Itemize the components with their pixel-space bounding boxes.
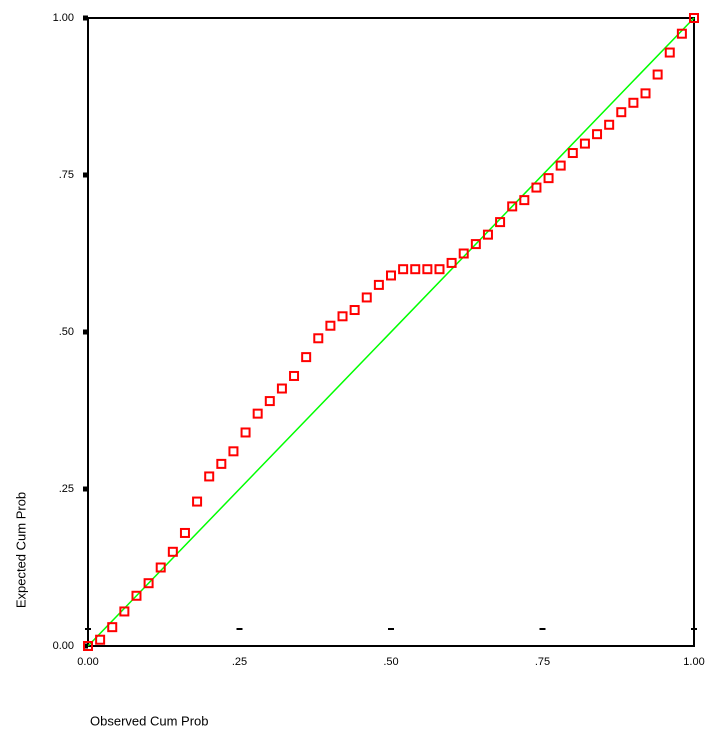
point	[642, 89, 650, 97]
y-axis-title: Expected Cum Prob	[13, 492, 28, 608]
point	[302, 353, 310, 361]
point	[205, 472, 213, 480]
point	[229, 447, 237, 455]
point	[666, 49, 674, 57]
y-tick-label: 0.00	[53, 640, 74, 652]
y-tick-label: 1.00	[53, 12, 74, 24]
point	[605, 121, 613, 129]
point	[266, 397, 274, 405]
x-axis-title: Observed Cum Prob	[90, 713, 209, 728]
point	[351, 306, 359, 314]
point	[629, 99, 637, 107]
point	[375, 281, 383, 289]
point	[399, 265, 407, 273]
y-tick-mark	[83, 487, 88, 492]
y-tick-label: .25	[59, 483, 74, 495]
y-tick-mark	[83, 330, 88, 335]
point	[278, 385, 286, 393]
x-tick-label: .75	[535, 656, 550, 668]
point	[314, 334, 322, 342]
point	[569, 149, 577, 157]
y-tick-mark	[83, 16, 88, 21]
point	[290, 372, 298, 380]
point	[593, 130, 601, 138]
y-tick-label: .50	[59, 326, 74, 338]
point	[581, 140, 589, 148]
point	[387, 271, 395, 279]
x-tick-label: 1.00	[683, 656, 704, 668]
point	[423, 265, 431, 273]
x-tick-label: .50	[383, 656, 398, 668]
chart: Observed Cum Prob Expected Cum Prob 0.00…	[0, 0, 709, 731]
point	[411, 265, 419, 273]
point	[557, 162, 565, 170]
point	[254, 410, 262, 418]
point	[435, 265, 443, 273]
point	[617, 108, 625, 116]
point	[545, 174, 553, 182]
y-tick-label: .75	[59, 169, 74, 181]
point	[339, 312, 347, 320]
point	[193, 498, 201, 506]
point	[326, 322, 334, 330]
point	[181, 529, 189, 537]
point	[217, 460, 225, 468]
point	[654, 71, 662, 79]
y-tick-mark	[83, 173, 88, 178]
x-tick-label: .25	[232, 656, 247, 668]
reference-line	[88, 18, 694, 646]
point	[242, 428, 250, 436]
point	[363, 293, 371, 301]
x-tick-label: 0.00	[77, 656, 98, 668]
